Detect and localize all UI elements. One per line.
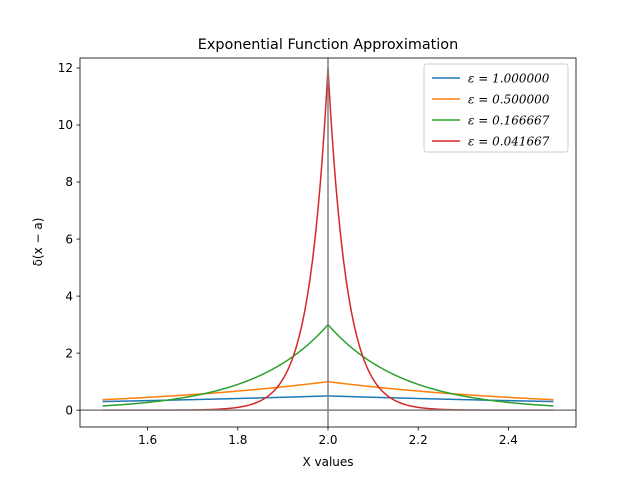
- plot-area: 1.6 1.8 2.0 2.2 2.4 0 2 4 6 8 10 12: [58, 57, 577, 447]
- legend-label-3: ε = 0.166667: [468, 114, 550, 128]
- y-tick-label: 4: [65, 289, 73, 303]
- y-tick-label: 12: [58, 61, 73, 75]
- y-tick-label: 6: [65, 232, 73, 246]
- x-tick-label: 2.0: [318, 433, 337, 447]
- x-tick-label: 1.6: [138, 433, 157, 447]
- y-tick-label: 2: [65, 346, 73, 360]
- legend-box: [423, 63, 569, 153]
- y-tick-label: 10: [58, 118, 73, 132]
- y-axis-label: δ(x − a): [31, 218, 45, 267]
- legend-label-4: ε = 0.041667: [468, 135, 550, 149]
- legend-label-1: ε = 1.000000: [468, 72, 550, 86]
- legend: ε = 1.000000 ε = 0.500000 ε = 0.166667 ε = …: [423, 63, 569, 153]
- legend-label-2: ε = 0.500000: [468, 93, 550, 107]
- chart-title: Exponential Function Approximation: [198, 37, 458, 53]
- y-tick-label: 8: [65, 175, 73, 189]
- x-tick-label: 2.4: [499, 433, 518, 447]
- x-tick-label: 2.2: [409, 433, 428, 447]
- y-tick-label: 0: [65, 403, 73, 417]
- x-axis-label: X values: [302, 455, 353, 469]
- x-tick-label: 1.8: [228, 433, 247, 447]
